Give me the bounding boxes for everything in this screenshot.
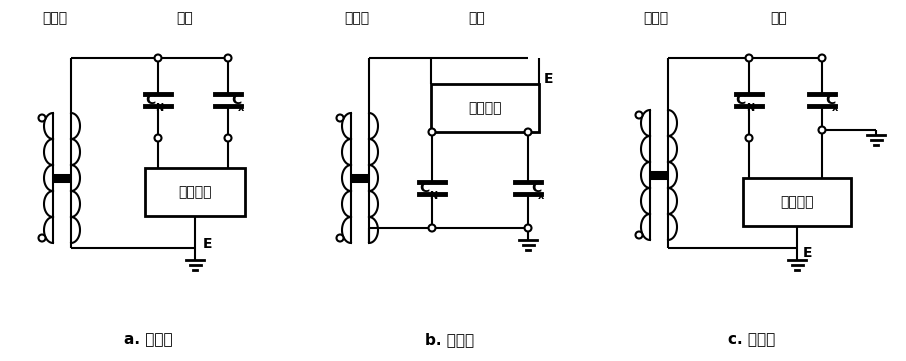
Circle shape — [525, 129, 532, 135]
Circle shape — [635, 112, 642, 118]
Text: 高压: 高压 — [177, 11, 193, 25]
Circle shape — [746, 55, 753, 61]
Circle shape — [429, 129, 436, 135]
Text: x: x — [832, 103, 838, 113]
Circle shape — [225, 135, 232, 142]
Text: a. 正接法: a. 正接法 — [124, 332, 172, 348]
FancyBboxPatch shape — [145, 168, 245, 216]
Text: 测量电路: 测量电路 — [178, 185, 212, 199]
FancyBboxPatch shape — [431, 84, 539, 132]
Circle shape — [336, 235, 343, 242]
Circle shape — [155, 135, 161, 142]
Text: x: x — [538, 191, 545, 201]
Text: 测量电路: 测量电路 — [468, 101, 502, 115]
Text: x: x — [238, 103, 245, 113]
Text: N: N — [746, 103, 754, 113]
Text: C: C — [531, 181, 541, 195]
Text: 升压器: 升压器 — [43, 11, 68, 25]
Circle shape — [818, 55, 825, 61]
Text: C: C — [145, 93, 155, 107]
Text: N: N — [429, 191, 437, 201]
Text: 测量电路: 测量电路 — [780, 195, 814, 209]
Circle shape — [336, 114, 343, 122]
Text: 高压: 高压 — [771, 11, 787, 25]
Text: C: C — [231, 93, 241, 107]
Circle shape — [38, 114, 45, 122]
Text: E: E — [544, 72, 554, 86]
Text: 升压器: 升压器 — [643, 11, 669, 25]
Text: E: E — [203, 237, 213, 251]
Text: 升压器: 升压器 — [344, 11, 370, 25]
Circle shape — [225, 55, 232, 61]
Circle shape — [155, 55, 161, 61]
Circle shape — [429, 225, 436, 231]
Circle shape — [38, 235, 45, 242]
Circle shape — [525, 225, 532, 231]
Text: E: E — [803, 246, 813, 260]
FancyBboxPatch shape — [743, 178, 851, 226]
Text: 高压: 高压 — [468, 11, 486, 25]
Circle shape — [818, 126, 825, 134]
Circle shape — [635, 231, 642, 239]
Text: C: C — [825, 93, 835, 107]
Text: C: C — [419, 181, 429, 195]
Text: c. 角接法: c. 角接法 — [728, 332, 776, 348]
Text: C: C — [736, 93, 746, 107]
Circle shape — [746, 135, 753, 142]
Text: N: N — [155, 103, 163, 113]
Text: b. 反接法: b. 反接法 — [426, 332, 475, 348]
